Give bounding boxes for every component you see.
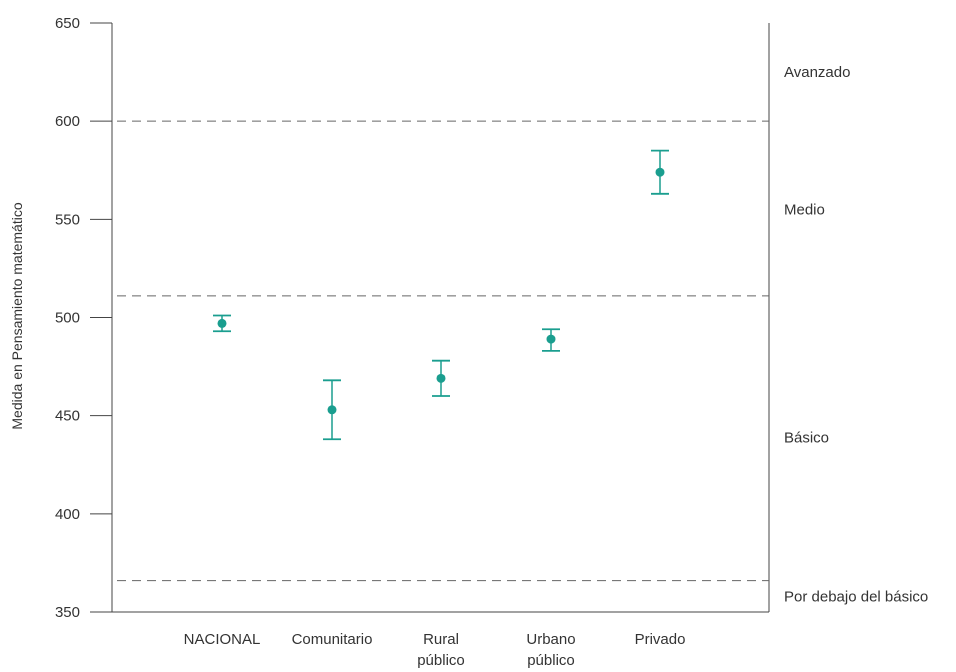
level-label-2: Básico <box>784 429 829 446</box>
mean-point <box>546 334 556 344</box>
category-label-line: Urbano <box>526 631 575 648</box>
y-tick-label-650: 650 <box>55 15 80 32</box>
y-ticks: 350 400 450 500 550 600 650 <box>55 15 112 621</box>
y-tick-label-400: 400 <box>55 506 80 523</box>
mean-point <box>655 167 665 177</box>
level-label-0: Avanzado <box>784 64 850 81</box>
level-label-3: Por debajo del básico <box>784 588 928 605</box>
category-label-3: Urbano público <box>526 631 575 669</box>
category-label-line: público <box>527 652 575 669</box>
data-marks <box>213 149 669 441</box>
category-label-line: público <box>417 652 465 669</box>
level-thresholds <box>117 120 769 582</box>
mean-point <box>217 318 227 328</box>
category-label-line: Rural <box>423 631 459 648</box>
category-label-0: NACIONAL <box>184 631 261 648</box>
error-bar-1 <box>323 379 341 441</box>
y-tick-label-450: 450 <box>55 408 80 425</box>
y-tick-label-500: 500 <box>55 310 80 327</box>
y-tick-label-550: 550 <box>55 211 80 228</box>
y-tick-label-600: 600 <box>55 113 80 130</box>
level-labels: Avanzado Medio Básico Por debajo del básico <box>784 64 928 605</box>
y-axis-title: Medida en Pensamiento matemático <box>9 202 25 429</box>
error-bar-3 <box>542 328 560 352</box>
error-bar-0 <box>213 314 231 333</box>
category-label-1: Comunitario <box>292 631 373 648</box>
mean-point <box>327 405 337 415</box>
error-bar-2 <box>432 359 450 397</box>
category-label-line: Comunitario <box>292 631 373 648</box>
category-label-line: Privado <box>635 631 686 648</box>
category-labels: NACIONAL Comunitario Rural público Urbano púb… <box>184 631 686 669</box>
category-label-line: NACIONAL <box>184 631 261 648</box>
category-label-2: Rural público <box>417 631 465 669</box>
category-label-4: Privado <box>635 631 686 648</box>
error-bar-4 <box>651 149 669 195</box>
axes <box>111 23 770 613</box>
y-tick-label-350: 350 <box>55 604 80 621</box>
level-label-1: Medio <box>784 202 825 219</box>
mean-point <box>436 373 446 383</box>
